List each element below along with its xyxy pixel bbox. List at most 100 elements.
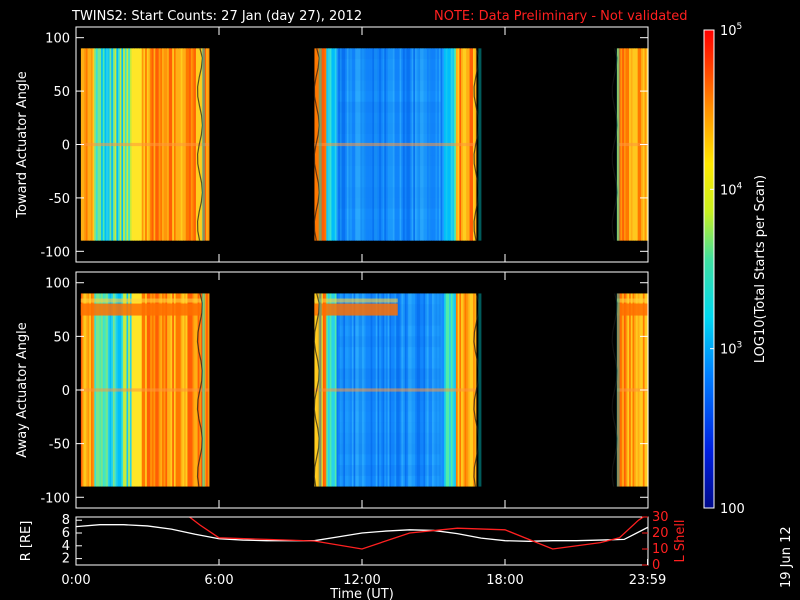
- spectrogram-row: [338, 208, 441, 220]
- r-tick-label: 8: [62, 513, 70, 528]
- lshell-axis-label: L Shell: [673, 519, 688, 562]
- colorbar-tick-exp: 4: [737, 181, 743, 191]
- arc-trace: [313, 48, 320, 241]
- away-panel: 100 50 0 -50 -100 Away Actuator Angle: [15, 271, 649, 509]
- spectrogram-row: [338, 314, 441, 326]
- spectrogram-row: [338, 465, 441, 476]
- y-tick-label: -100: [40, 245, 70, 260]
- spectrogram-row: [338, 443, 441, 455]
- pitch-band: [314, 303, 398, 316]
- x-tick-label: 12:00: [343, 573, 380, 588]
- colorbar-tick-label: 105: [720, 22, 742, 39]
- spectrogram-row: [338, 347, 441, 358]
- arc-trace: [473, 293, 480, 487]
- y-axis-label: Away Actuator Angle: [15, 322, 30, 457]
- r-tick-label: 4: [62, 539, 70, 554]
- date-stamp: 19 Jun 12: [779, 526, 794, 588]
- spectrogram-row: [338, 229, 441, 241]
- arc-trace: [196, 48, 204, 241]
- lshell-series-line: [188, 517, 645, 550]
- y-tick-label: -100: [40, 491, 70, 506]
- spectrogram-row: [338, 176, 441, 188]
- y-tick-label: 100: [45, 277, 70, 292]
- y-axis-label: Toward Actuator Angle: [15, 71, 30, 218]
- lshell-tick-label: 30: [652, 510, 669, 525]
- x-tick-label: 6:00: [204, 573, 233, 588]
- spectrogram-row: [338, 80, 441, 92]
- spectrogram-row: [338, 475, 441, 487]
- r-series-line: [76, 524, 648, 542]
- colorbar-tick-exp: 3: [737, 341, 743, 351]
- spectrogram-row: [338, 432, 441, 444]
- lshell-tick-label: 20: [652, 526, 669, 541]
- arc-highlight: [318, 293, 322, 487]
- arc-highlight: [616, 48, 620, 241]
- spectrogram-row: [338, 336, 441, 348]
- lshell-tick-label: 10: [652, 542, 669, 557]
- colorbar-gradient: [703, 29, 715, 509]
- data-gap: [476, 272, 618, 508]
- spectrogram-row: [338, 59, 441, 70]
- lshell-tick-label: 0: [652, 558, 660, 573]
- x-axis-label: Time (UT): [329, 587, 394, 600]
- spectrogram-row: [338, 69, 441, 81]
- spectrogram-row: [338, 91, 441, 102]
- y-tick-label: -50: [49, 438, 70, 453]
- arc-trace: [313, 293, 320, 487]
- y-tick-label: 100: [45, 32, 70, 47]
- pitch-band: [80, 303, 203, 316]
- spectrogram-row: [338, 357, 441, 369]
- pitch-band: [617, 303, 648, 316]
- arc-highlight: [616, 293, 620, 487]
- x-tick-label: 0:00: [61, 573, 90, 588]
- zero-angle-stripe: [76, 142, 648, 147]
- arc-highlight: [201, 48, 205, 241]
- colorbar: 105 104 103 100 LOG10(Total Starts per Scan): [703, 22, 768, 517]
- spectrogram-row: [338, 48, 441, 60]
- colorbar-label: LOG10(Total Starts per Scan): [753, 175, 768, 363]
- spectrogram-row: [338, 123, 441, 134]
- pitch-band-edge: [617, 298, 648, 303]
- y-tick-label: 50: [53, 330, 70, 345]
- spectrogram-row: [338, 197, 441, 209]
- x-tick-label: 23:59: [629, 573, 666, 588]
- spectrogram-row: [338, 112, 441, 124]
- spectrogram-row: [338, 165, 441, 177]
- colorbar-tick-label: 104: [720, 181, 743, 198]
- spectrogram-row: [338, 187, 441, 198]
- data-gap: [209, 272, 315, 508]
- r-axis-label: R [RE]: [19, 521, 34, 562]
- colorbar-tick-exp: 5: [737, 22, 743, 32]
- data-gap: [209, 27, 315, 262]
- colorbar-tick-label: 100: [720, 502, 745, 517]
- spectrogram-row: [338, 379, 441, 390]
- spectrogram-row: [338, 422, 441, 433]
- spectrogram-row: [338, 454, 441, 466]
- y-tick-label: 50: [53, 85, 70, 100]
- spectrogram-row: [338, 155, 441, 166]
- arc-highlight: [318, 48, 322, 241]
- r-tick-label: 2: [62, 552, 70, 567]
- spectrogram-row: [338, 133, 441, 145]
- colorbar-tick-label: 103: [720, 341, 742, 358]
- arc-highlight: [201, 293, 205, 487]
- spectrogram-row: [338, 144, 441, 156]
- spectrogram-row: [338, 400, 441, 412]
- arc-highlight: [478, 293, 482, 487]
- arc-trace: [196, 293, 203, 487]
- spectrogram-row: [338, 325, 441, 337]
- toward-panel: 100 50 0 -50 -100 Toward Actuator Angle: [15, 26, 649, 263]
- y-tick-label: 0: [62, 139, 70, 154]
- y-tick-label: 0: [62, 384, 70, 399]
- r-tick-label: 6: [62, 526, 70, 541]
- spectrogram-row: [338, 219, 441, 230]
- preliminary-note: NOTE: Data Preliminary - Not validated: [434, 9, 688, 24]
- y-tick-label: -50: [49, 192, 70, 207]
- arc-trace: [473, 48, 480, 241]
- spectrogram-row: [338, 411, 441, 423]
- zero-angle-stripe: [76, 388, 648, 392]
- spectrogram-row: [338, 101, 441, 113]
- arc-trace: [611, 293, 618, 487]
